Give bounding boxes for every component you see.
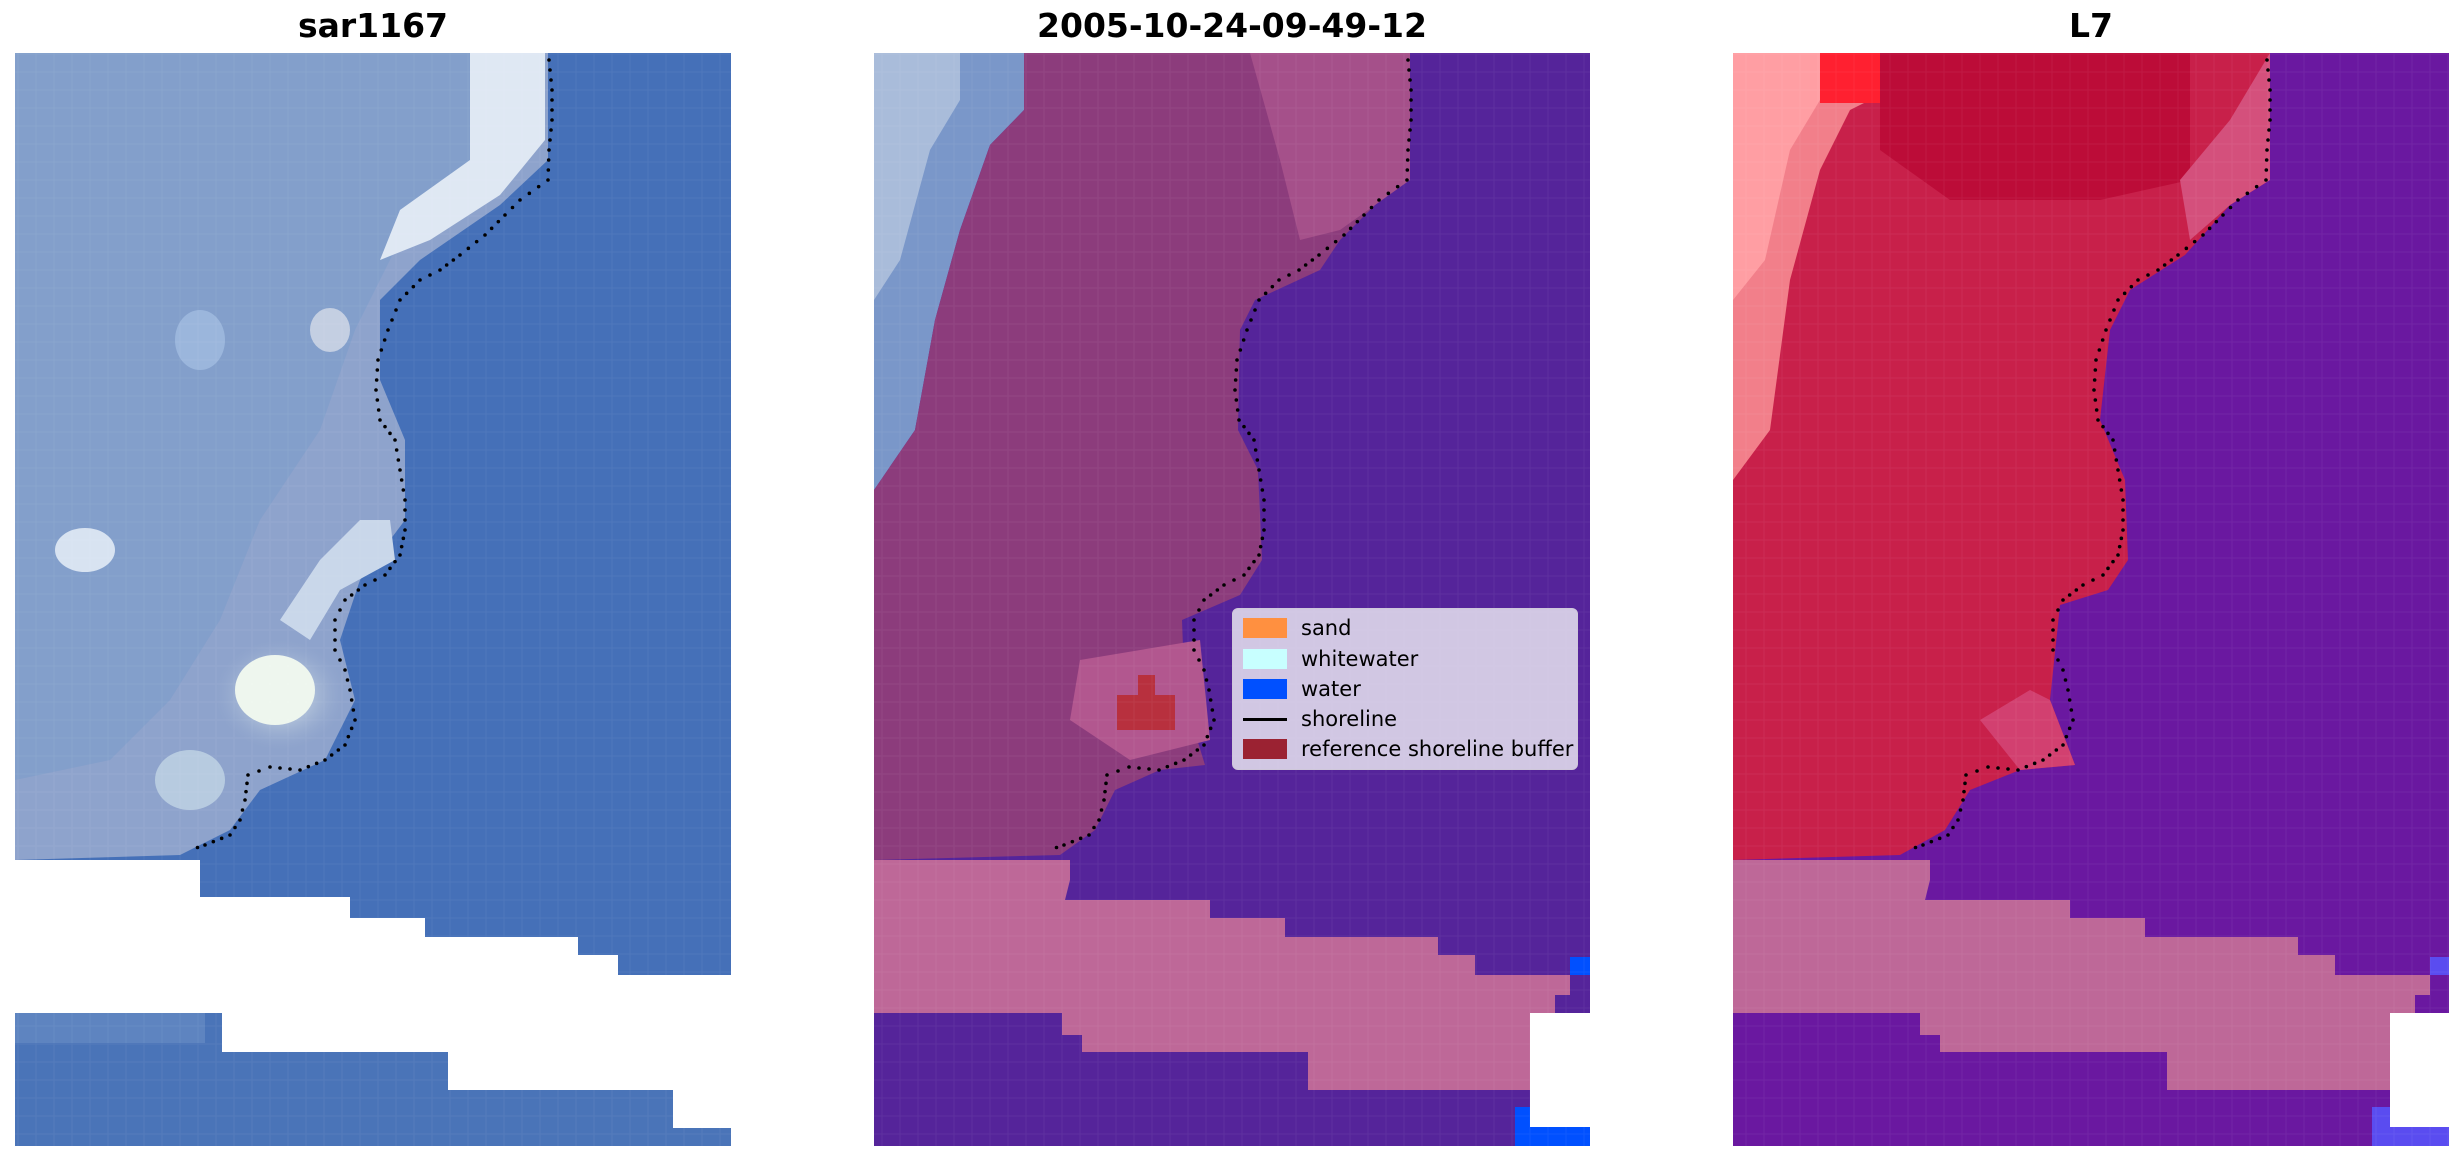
- panel-title-date: 2005-10-24-09-49-12: [1037, 6, 1427, 45]
- shoreline-3: [1913, 58, 2272, 850]
- sand-swatch: [1243, 618, 1287, 638]
- panel-title-rgb: sar1167: [297, 6, 449, 45]
- legend-item-shoreline: shoreline: [1243, 707, 1397, 731]
- legend-label: reference shoreline buffer: [1301, 737, 1574, 761]
- legend-item-sand: sand: [1243, 616, 1351, 640]
- whitewater-swatch: [1243, 649, 1287, 669]
- legend-label: water: [1301, 677, 1361, 701]
- legend: sand whitewater water shoreline referenc…: [1232, 608, 1578, 770]
- index-panel: [1733, 53, 2449, 1146]
- shoreline-2: [1054, 58, 1413, 850]
- legend-label: shoreline: [1301, 707, 1398, 731]
- panel-title-satellite: L7: [2069, 6, 2113, 45]
- legend-item-whitewater: whitewater: [1243, 647, 1418, 671]
- rgb-image-panel: [15, 53, 731, 1146]
- classification-panel: [874, 53, 1590, 1146]
- reference-buffer-swatch: [1243, 739, 1287, 759]
- legend-label: sand: [1301, 616, 1352, 640]
- shoreline-dotted-lines: [195, 58, 2272, 850]
- shoreline-swatch: [1243, 717, 1287, 721]
- water-swatch: [1243, 679, 1287, 699]
- legend-label: whitewater: [1301, 647, 1419, 671]
- legend-item-water: water: [1243, 677, 1361, 701]
- legend-item-reference-buffer: reference shoreline buffer: [1243, 737, 1573, 761]
- shoreline-1: [195, 58, 554, 850]
